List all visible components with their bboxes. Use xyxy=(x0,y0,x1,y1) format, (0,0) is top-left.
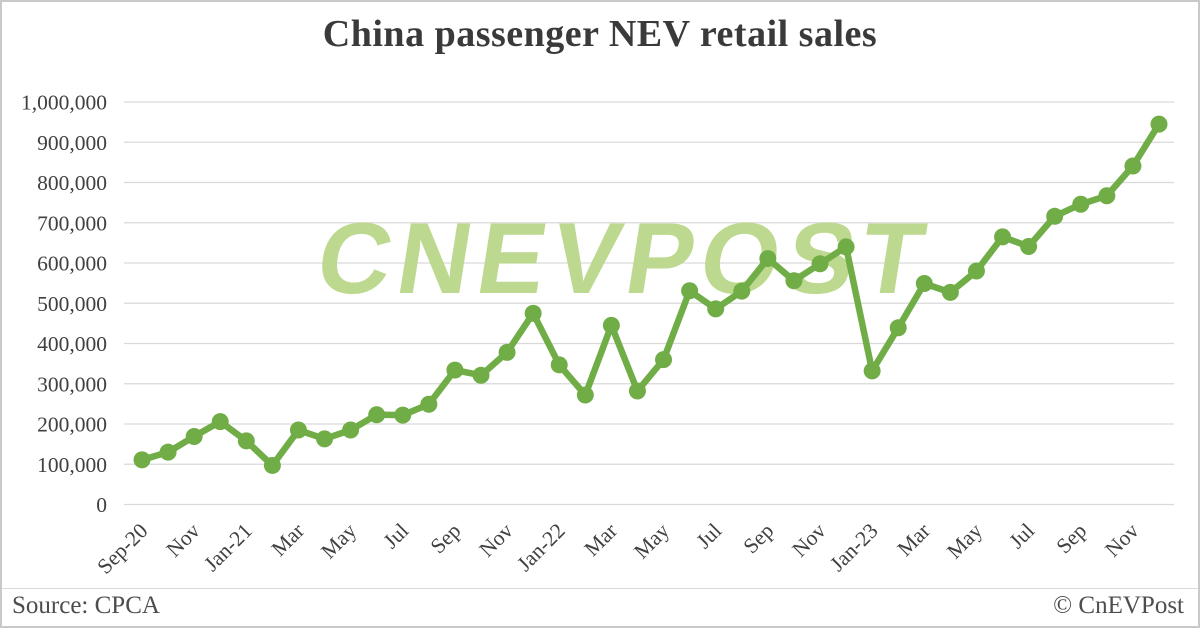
y-tick-label: 300,000 xyxy=(37,372,107,396)
y-tick-label: 700,000 xyxy=(37,211,107,235)
x-tick-label: Nov xyxy=(787,518,830,561)
data-point xyxy=(498,343,516,361)
series-line xyxy=(138,120,1163,469)
data-point xyxy=(1150,115,1168,133)
data-point xyxy=(263,456,281,474)
footer: Source: CPCA © CnEVPost xyxy=(2,588,1198,626)
data-point xyxy=(211,413,229,431)
data-point xyxy=(1098,187,1116,205)
x-tick-label: Nov xyxy=(1100,518,1143,561)
x-tick-label: May xyxy=(942,518,987,563)
data-point xyxy=(446,361,464,379)
data-point xyxy=(785,272,803,290)
data-point xyxy=(524,304,542,322)
x-tick-label: Sep xyxy=(739,519,779,559)
data-point xyxy=(602,316,620,334)
y-tick-label: 1,000,000 xyxy=(21,91,107,115)
x-tick-label: Sep-20 xyxy=(92,519,152,579)
x-tick-label: Nov xyxy=(162,518,205,561)
data-point xyxy=(368,406,386,424)
y-tick-label: 600,000 xyxy=(37,252,107,276)
y-axis-labels: 0 100,000 200,000 300,000 400,000 500,000 600,… xyxy=(21,91,107,518)
y-tick-label: 200,000 xyxy=(37,413,107,437)
x-tick-label: Mar xyxy=(580,519,622,561)
y-tick-label: 100,000 xyxy=(37,453,107,477)
data-point xyxy=(133,451,151,469)
data-point xyxy=(576,386,594,404)
data-point xyxy=(733,282,751,300)
data-point xyxy=(915,275,933,293)
data-point xyxy=(863,362,881,380)
data-point xyxy=(472,366,490,384)
x-tick-label: Sep xyxy=(1052,519,1092,559)
series-nev-retail xyxy=(133,115,1168,474)
x-tick-label: Jan-22 xyxy=(512,519,570,577)
x-tick-label: Nov xyxy=(474,518,517,561)
data-point xyxy=(811,255,829,273)
x-tick-label: Sep xyxy=(426,519,466,559)
data-point xyxy=(941,283,959,301)
x-tick-label: Jan-21 xyxy=(199,519,257,577)
data-point xyxy=(550,356,568,374)
x-tick-label: Mar xyxy=(267,519,309,561)
data-point xyxy=(289,421,307,439)
data-point xyxy=(1124,157,1142,175)
data-point xyxy=(628,382,646,400)
x-tick-label: Jan-23 xyxy=(825,519,883,577)
data-point xyxy=(681,282,699,300)
y-tick-label: 0 xyxy=(96,493,107,517)
x-tick-label: May xyxy=(316,518,361,563)
cnevpost-watermark: CNEVPOST xyxy=(310,202,940,315)
data-point xyxy=(1046,207,1064,225)
data-point xyxy=(759,250,777,268)
data-point xyxy=(159,443,177,461)
data-point xyxy=(994,228,1012,246)
data-point xyxy=(707,300,725,318)
y-tick-label: 500,000 xyxy=(37,292,107,316)
x-tick-label: Jul xyxy=(379,519,414,554)
source-label: Source: CPCA xyxy=(12,591,160,619)
data-point xyxy=(394,406,412,424)
x-tick-label: Mar xyxy=(893,519,935,561)
x-tick-label: Jul xyxy=(1004,519,1039,554)
data-point xyxy=(342,421,360,439)
data-point xyxy=(316,430,334,448)
x-tick-label: May xyxy=(629,518,674,563)
data-point xyxy=(237,432,255,450)
data-point xyxy=(655,351,673,369)
data-point xyxy=(1020,237,1038,255)
chart-title: China passenger NEV retail sales xyxy=(322,13,878,55)
y-tick-label: 900,000 xyxy=(37,131,107,155)
data-point xyxy=(1072,195,1090,213)
data-point xyxy=(889,319,907,337)
data-point xyxy=(837,238,855,256)
data-point xyxy=(420,395,438,413)
copyright-label: © CnEVPost xyxy=(1053,591,1184,619)
x-tick-label: Jul xyxy=(692,519,727,554)
data-point xyxy=(185,427,203,445)
y-tick-label: 800,000 xyxy=(37,171,107,195)
data-point xyxy=(967,262,985,280)
y-tick-label: 400,000 xyxy=(37,332,107,356)
